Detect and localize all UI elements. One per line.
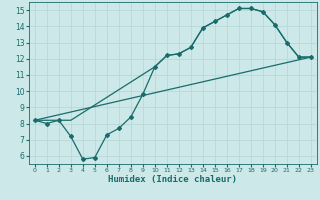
X-axis label: Humidex (Indice chaleur): Humidex (Indice chaleur) — [108, 175, 237, 184]
